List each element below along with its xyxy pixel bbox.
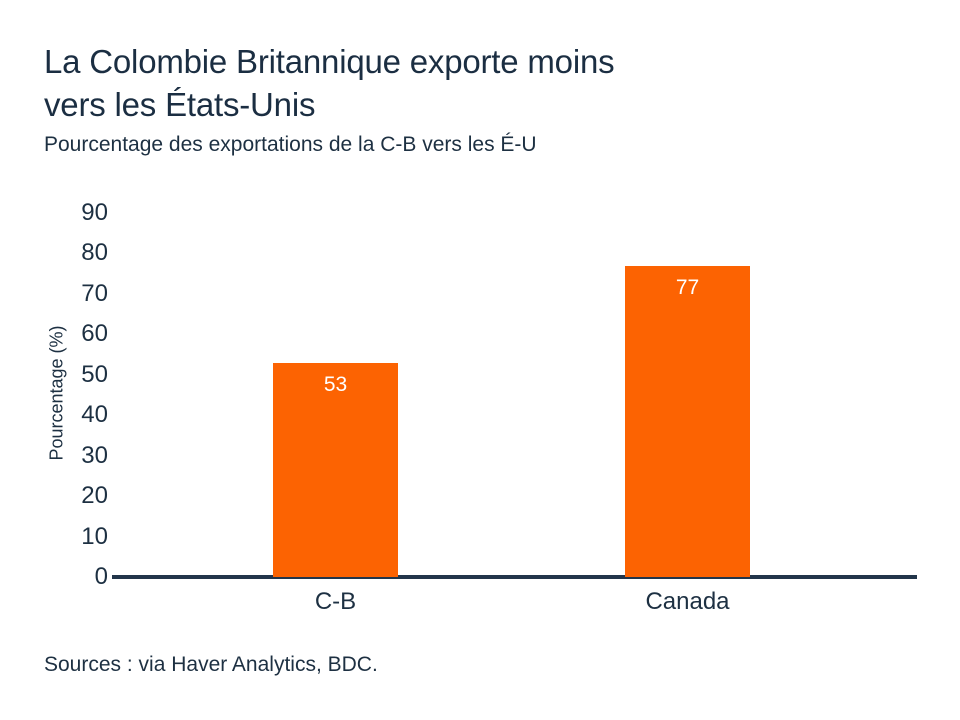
bar-value-label: 77	[675, 275, 700, 299]
chart-title: La Colombie Britannique exporte moins ve…	[44, 40, 615, 126]
y-tick-label: 70	[81, 279, 108, 307]
bar-value-label: 53	[323, 372, 348, 396]
y-tick-label: 40	[81, 401, 108, 429]
chart-title-line-1: La Colombie Britannique exporte moins	[44, 43, 615, 80]
x-axis-label-c-b: C-B	[314, 588, 357, 615]
bar-canada: 77	[625, 265, 750, 577]
y-tick-label: 50	[81, 360, 108, 388]
chart-subtitle: Pourcentage des exportations de la C-B v…	[44, 133, 537, 156]
x-axis-label-canada: Canada	[645, 588, 730, 615]
y-tick-label: 0	[94, 563, 108, 590]
y-tick-label: 60	[81, 320, 108, 348]
chart-title-line-2: vers les États-Unis	[44, 86, 316, 123]
y-tick-label: 10	[81, 522, 108, 550]
y-tick-label: 80	[81, 239, 108, 267]
y-tick-label: 30	[81, 441, 108, 469]
y-tick-label: 90	[81, 199, 108, 226]
source-note: Sources : via Haver Analytics, BDC.	[44, 653, 378, 676]
y-tick-label: 20	[81, 482, 108, 510]
x-axis-line	[112, 575, 917, 579]
bar-c-b: 53	[273, 362, 398, 577]
